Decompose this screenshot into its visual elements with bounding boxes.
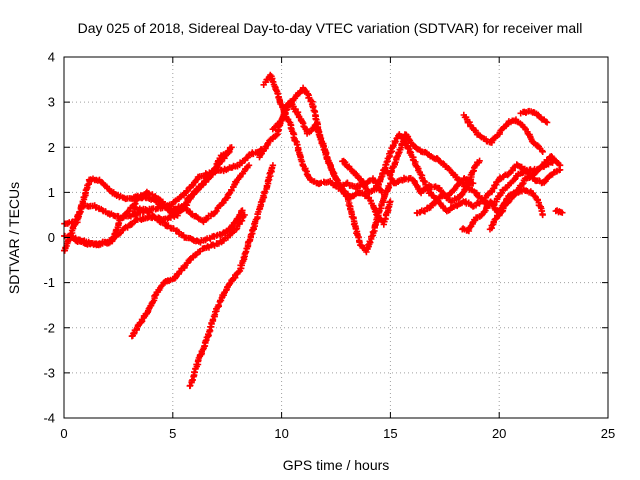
data-point [292,137,299,145]
data-point [364,244,371,252]
data-point [158,283,165,290]
series-15 [460,111,546,155]
x-tick-label: 10 [274,426,288,441]
series-9 [256,84,394,256]
series-18 [531,166,564,187]
y-tick-label: 2 [48,140,55,155]
x-tick-label: 25 [601,426,615,441]
y-tick-label: 4 [48,50,55,65]
data-point [204,243,211,250]
x-tick-label: 5 [169,426,176,441]
y-tick-label: 3 [48,95,55,110]
x-axis-label: GPS time / hours [283,457,390,473]
data-point [383,158,390,166]
data-point [531,193,539,200]
data-point [228,230,236,237]
data-point [378,173,385,181]
axis-ticks: 0 5 10 15 20 25 -4 -3 -2 -1 0 1 2 3 4 [43,50,615,442]
series-16 [517,107,551,126]
data-point [559,209,566,216]
series-7 [186,162,277,390]
data-point [240,254,247,261]
data-points [61,71,566,390]
data-point [267,71,274,79]
data-point [476,157,483,164]
data-point [264,140,271,148]
data-point [245,162,253,169]
x-tick-label: 20 [492,426,506,441]
data-point [322,150,330,157]
series-17 [486,186,546,233]
data-point [273,132,280,139]
y-tick-label: 1 [48,185,55,200]
series-10 [269,98,394,228]
data-point [387,198,394,205]
data-point [247,231,255,238]
y-tick-label: -4 [43,411,55,426]
series-6 [128,211,248,340]
data-point [405,136,413,143]
data-point [543,119,551,126]
data-point [228,144,235,151]
x-tick-label: 0 [60,426,67,441]
series-1 [61,146,266,254]
data-point [368,233,375,240]
data-point [556,166,564,173]
data-point [239,207,246,214]
y-tick-label: -3 [43,365,55,380]
data-point [189,376,196,383]
data-point [269,162,277,169]
y-axis-label: SDTVAR / TECUs [6,182,22,294]
series-14 [459,153,564,235]
y-tick-label: -1 [43,275,55,290]
chart-title: Day 025 of 2018, Sidereal Day-to-day VTE… [78,20,583,36]
data-point [539,148,546,155]
series-19 [552,207,566,216]
x-tick-label: 15 [383,426,397,441]
data-point [391,160,398,167]
data-point [215,301,222,309]
series-11 [339,131,538,215]
series-20 [413,157,483,217]
data-point [393,153,400,161]
data-point [128,221,135,228]
series-5 [129,204,246,246]
y-tick-label: 0 [48,230,55,245]
y-tick-label: -2 [43,320,55,335]
data-point [539,211,546,219]
data-point [392,138,399,145]
data-point [519,180,526,188]
data-point [241,211,248,219]
